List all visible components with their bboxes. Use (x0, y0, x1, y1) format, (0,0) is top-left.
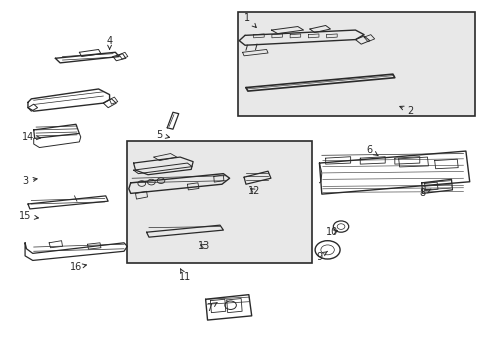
Text: 9: 9 (317, 251, 327, 262)
Text: 12: 12 (248, 186, 261, 196)
Text: 8: 8 (419, 188, 431, 198)
Text: 4: 4 (106, 36, 113, 49)
Text: 5: 5 (156, 130, 170, 140)
Bar (127, 141, 312, 263)
Text: 3: 3 (22, 176, 37, 186)
Bar (238, 12, 475, 117)
Text: 6: 6 (367, 145, 378, 156)
Text: 1: 1 (245, 13, 256, 27)
Text: 16: 16 (70, 262, 86, 273)
Text: 15: 15 (19, 211, 38, 221)
Text: 10: 10 (326, 227, 339, 237)
Text: 14: 14 (22, 132, 41, 142)
Text: 2: 2 (400, 106, 414, 116)
Text: 11: 11 (179, 269, 191, 282)
Text: 13: 13 (198, 241, 210, 251)
Text: 7: 7 (206, 302, 217, 313)
